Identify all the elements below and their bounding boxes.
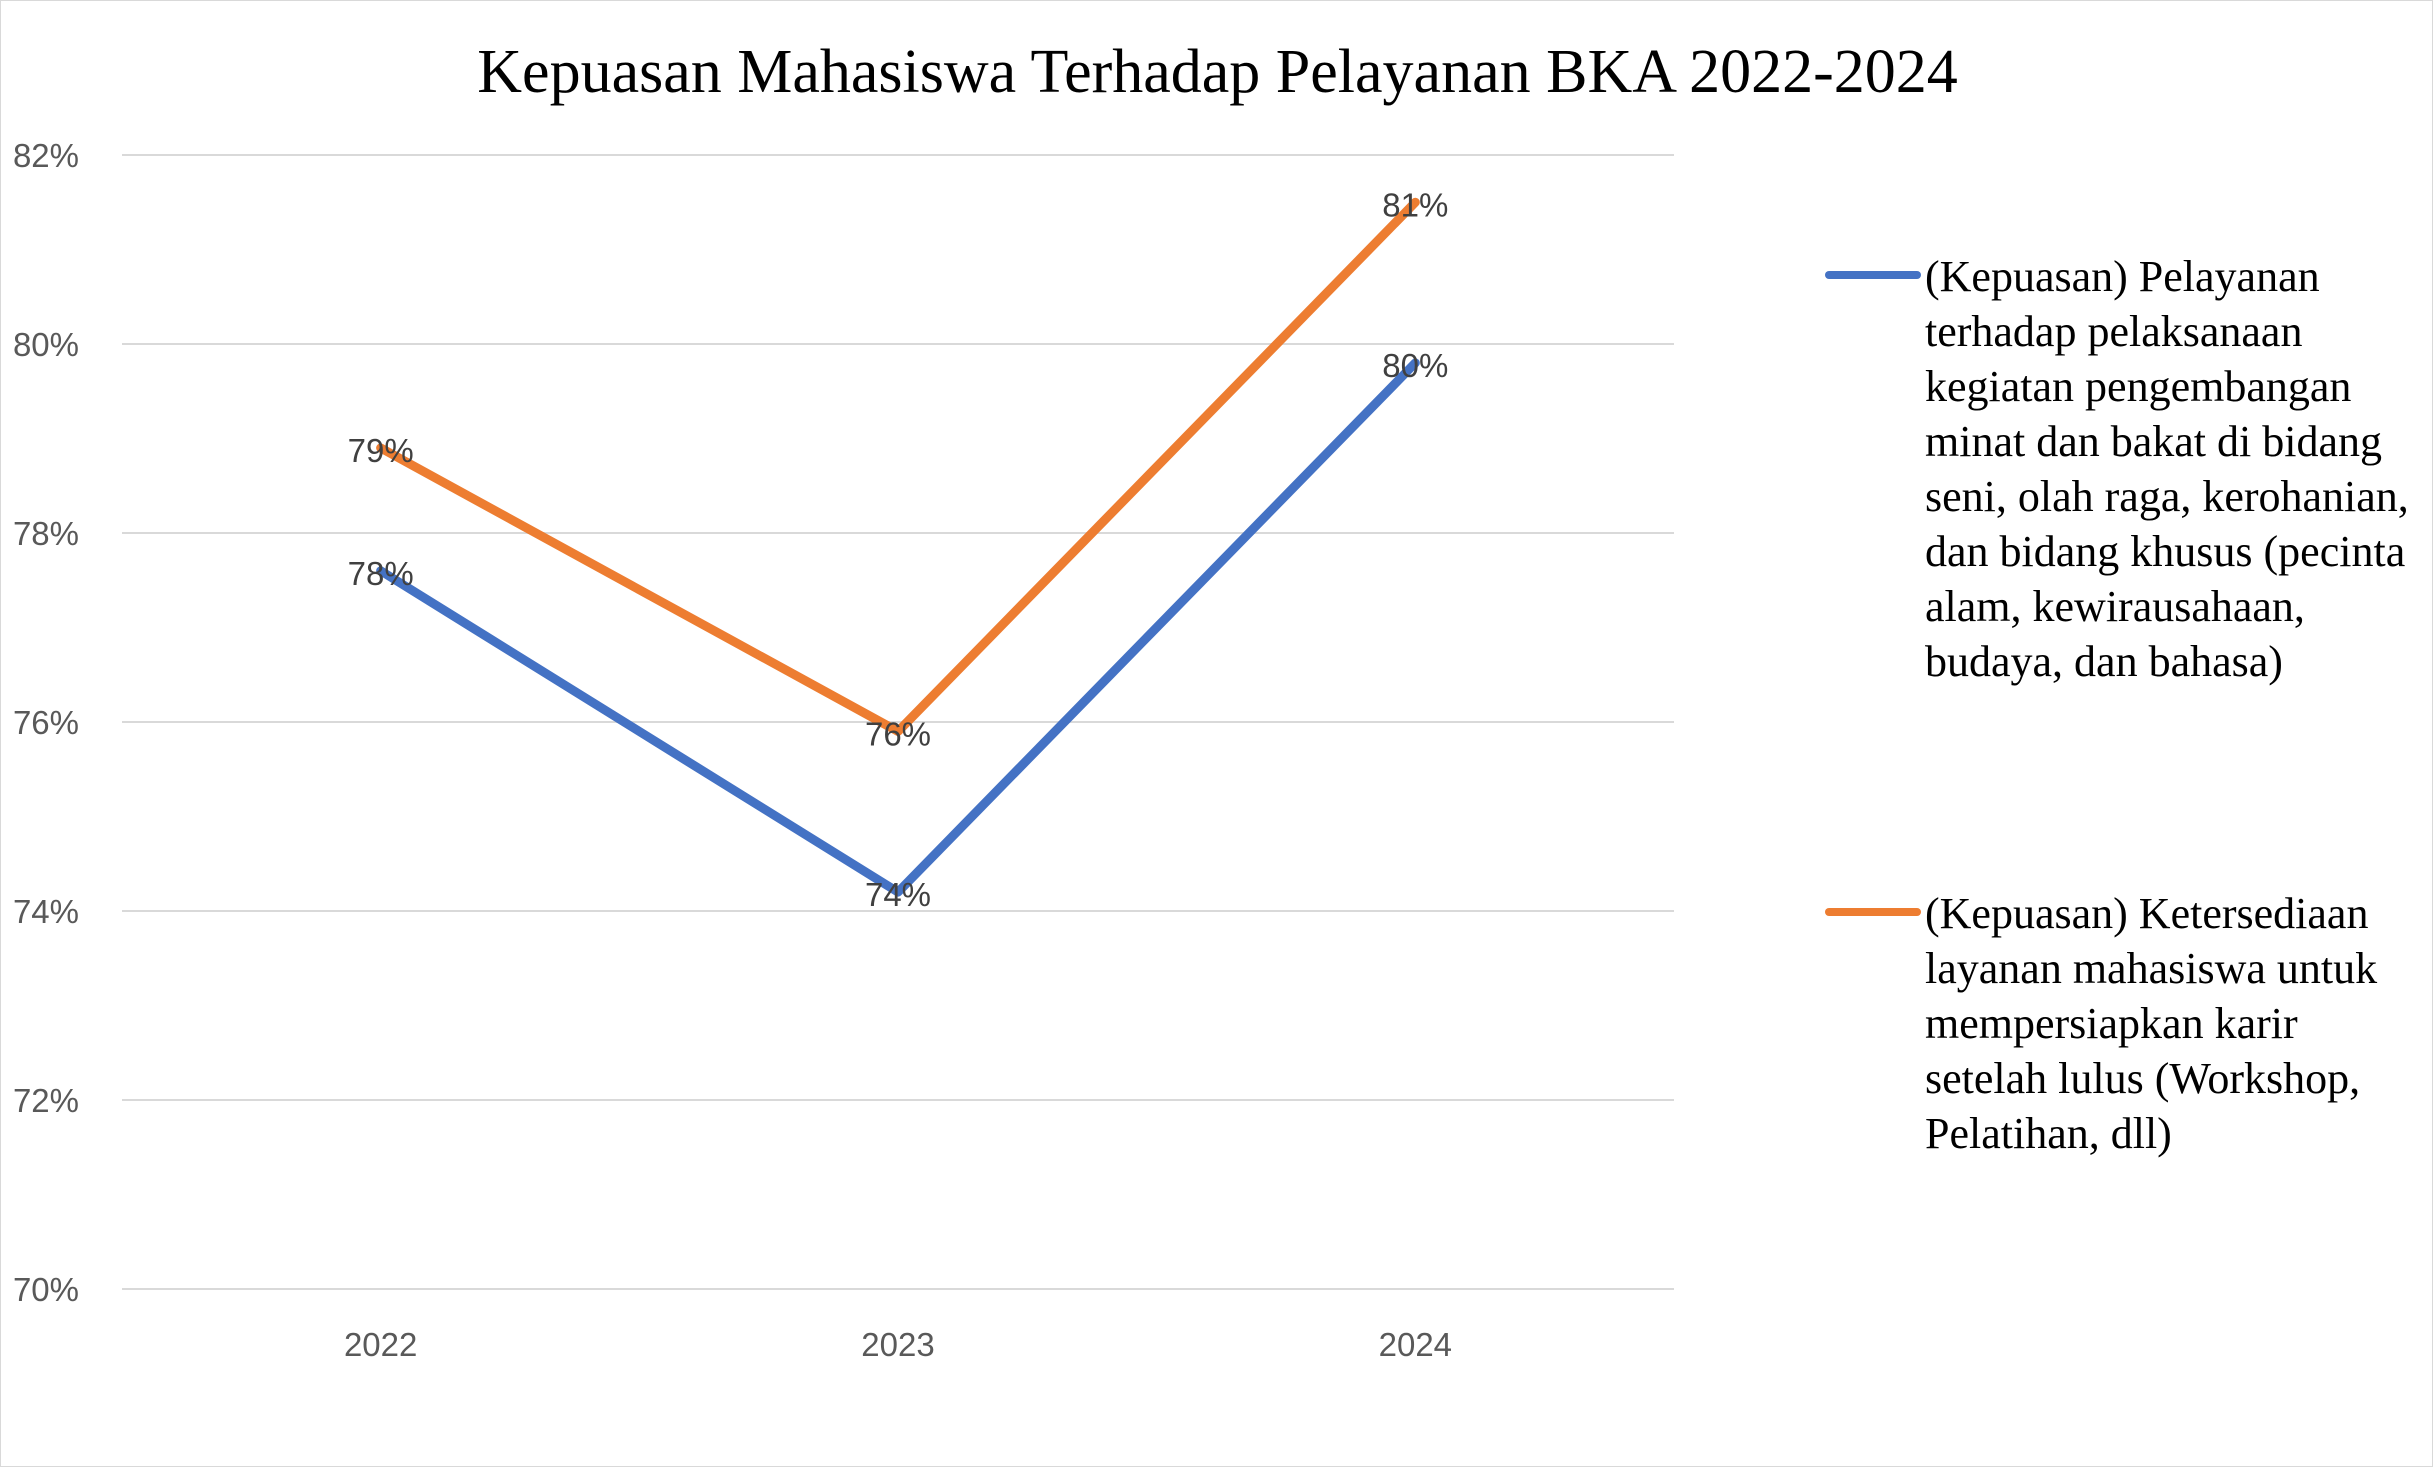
data-point (1414, 201, 1417, 204)
data-point (1414, 361, 1417, 364)
x-tick-label: 2024 (1379, 1326, 1452, 1363)
legend-label: (Kepuasan) Pelayanan terhadap pelaksanaa… (1925, 252, 2409, 686)
chart-title: Kepuasan Mahasiswa Terhadap Pelayanan BK… (477, 38, 1958, 106)
data-point (379, 569, 382, 572)
y-tick-label: 70% (13, 1271, 79, 1308)
data-point (897, 891, 899, 894)
y-tick-label: 78% (13, 515, 79, 552)
y-tick-label: 76% (13, 704, 79, 741)
data-label: 76% (865, 715, 931, 752)
data-point (897, 730, 899, 733)
series-line-1 (376, 358, 1420, 897)
x-tick-label: 2023 (861, 1326, 934, 1363)
data-label: 78% (348, 555, 414, 592)
data-label: 81% (1382, 186, 1448, 223)
legend-line-blue (1825, 271, 1921, 279)
legend-line-orange (1825, 908, 1921, 916)
y-tick-label: 80% (13, 326, 79, 363)
data-point (379, 446, 382, 449)
series-line-2 (376, 197, 1420, 736)
data-label: 74% (865, 876, 931, 913)
x-tick-label: 2022 (344, 1326, 417, 1363)
y-tick-label: 82% (13, 137, 79, 174)
legend-label: (Kepuasan) Ketersediaan layanan mahasisw… (1925, 889, 2378, 1158)
data-label: 80% (1382, 347, 1448, 384)
y-tick-label: 72% (13, 1082, 79, 1119)
y-tick-label: 74% (13, 893, 79, 930)
data-label: 79% (348, 432, 414, 469)
